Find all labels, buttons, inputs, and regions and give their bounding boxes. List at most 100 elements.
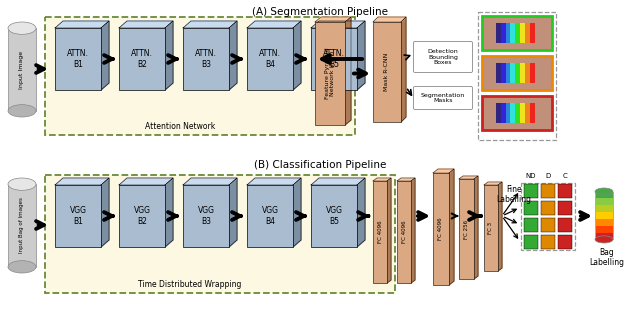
- Bar: [496, 63, 501, 83]
- Bar: [524, 218, 538, 232]
- Text: Fine
Labelling: Fine Labelling: [497, 185, 531, 204]
- Text: VGG
B5: VGG B5: [326, 206, 342, 226]
- Bar: [524, 234, 538, 249]
- Ellipse shape: [8, 105, 36, 117]
- Bar: [558, 201, 572, 215]
- Text: Feature Pyramid
Network (FPN): Feature Pyramid Network (FPN): [324, 48, 335, 99]
- Bar: [247, 28, 293, 90]
- Polygon shape: [449, 169, 454, 285]
- Bar: [595, 219, 612, 226]
- Text: VGG
B2: VGG B2: [134, 206, 150, 226]
- Bar: [541, 234, 555, 249]
- Polygon shape: [311, 178, 365, 185]
- Bar: [520, 23, 525, 43]
- Text: VGG
B1: VGG B1: [70, 206, 86, 226]
- Text: Time Distributed Wrapping: Time Distributed Wrapping: [138, 280, 242, 289]
- Polygon shape: [293, 178, 301, 247]
- Polygon shape: [119, 178, 173, 185]
- Bar: [521, 183, 575, 250]
- Text: FC 4096: FC 4096: [378, 221, 383, 243]
- Bar: [8, 184, 36, 267]
- Text: Input Image: Input Image: [19, 51, 24, 89]
- Bar: [595, 205, 612, 212]
- Bar: [520, 63, 525, 83]
- Bar: [183, 185, 229, 247]
- Text: VGG
B4: VGG B4: [262, 206, 278, 226]
- Text: Attention Network: Attention Network: [145, 122, 215, 131]
- Text: ATTN.
B4: ATTN. B4: [259, 49, 281, 69]
- Text: FC 4096: FC 4096: [401, 221, 406, 243]
- Bar: [595, 192, 612, 198]
- Polygon shape: [315, 17, 351, 22]
- Polygon shape: [311, 21, 365, 28]
- Bar: [501, 23, 506, 43]
- Bar: [8, 28, 36, 111]
- Polygon shape: [401, 17, 406, 122]
- Bar: [524, 201, 538, 215]
- Bar: [511, 103, 515, 123]
- Polygon shape: [229, 178, 237, 247]
- Polygon shape: [183, 178, 237, 185]
- Polygon shape: [397, 178, 415, 181]
- Bar: [511, 63, 515, 83]
- Bar: [595, 212, 612, 219]
- Bar: [373, 22, 401, 122]
- Text: ATTN.
B3: ATTN. B3: [195, 49, 217, 69]
- Polygon shape: [247, 21, 301, 28]
- Bar: [45, 17, 355, 135]
- Text: (B) Classification Pipeline: (B) Classification Pipeline: [254, 160, 386, 170]
- Bar: [515, 23, 520, 43]
- Bar: [558, 184, 572, 197]
- Bar: [595, 192, 613, 239]
- Polygon shape: [345, 17, 351, 125]
- Bar: [45, 17, 355, 135]
- Text: ATTN.
B2: ATTN. B2: [131, 49, 153, 69]
- Text: (A) Segmentation Pipeline: (A) Segmentation Pipeline: [252, 7, 388, 17]
- FancyBboxPatch shape: [413, 42, 472, 73]
- Polygon shape: [183, 21, 237, 28]
- Bar: [506, 63, 511, 83]
- Polygon shape: [373, 178, 391, 181]
- Ellipse shape: [8, 22, 36, 34]
- Bar: [515, 103, 520, 123]
- Ellipse shape: [8, 178, 36, 190]
- Polygon shape: [357, 178, 365, 247]
- Text: ATTN.
B1: ATTN. B1: [67, 49, 89, 69]
- Bar: [501, 103, 506, 123]
- Polygon shape: [498, 182, 502, 271]
- Bar: [484, 185, 498, 271]
- Text: D: D: [545, 174, 550, 179]
- Bar: [530, 63, 534, 83]
- Bar: [525, 23, 530, 43]
- Bar: [397, 181, 411, 283]
- Text: FC 4096: FC 4096: [438, 218, 444, 240]
- Text: Input Bag of Images: Input Bag of Images: [19, 197, 24, 254]
- Polygon shape: [101, 21, 109, 90]
- Bar: [496, 103, 501, 123]
- Bar: [515, 63, 520, 83]
- Bar: [501, 63, 506, 83]
- Bar: [119, 185, 165, 247]
- Text: Segmentation
Masks: Segmentation Masks: [421, 93, 465, 104]
- Bar: [482, 16, 552, 50]
- Ellipse shape: [595, 236, 613, 243]
- Polygon shape: [247, 178, 301, 185]
- Ellipse shape: [595, 188, 613, 195]
- Bar: [55, 28, 101, 90]
- Bar: [311, 28, 357, 90]
- Polygon shape: [165, 178, 173, 247]
- Bar: [482, 56, 552, 90]
- Polygon shape: [101, 178, 109, 247]
- Bar: [511, 23, 515, 43]
- Bar: [373, 181, 387, 283]
- Ellipse shape: [8, 261, 36, 273]
- Bar: [595, 198, 612, 205]
- Bar: [45, 175, 395, 293]
- Polygon shape: [119, 21, 173, 28]
- Bar: [525, 103, 530, 123]
- Bar: [506, 103, 511, 123]
- FancyBboxPatch shape: [413, 86, 472, 109]
- Bar: [558, 234, 572, 249]
- Text: C: C: [563, 174, 568, 179]
- Bar: [482, 96, 552, 130]
